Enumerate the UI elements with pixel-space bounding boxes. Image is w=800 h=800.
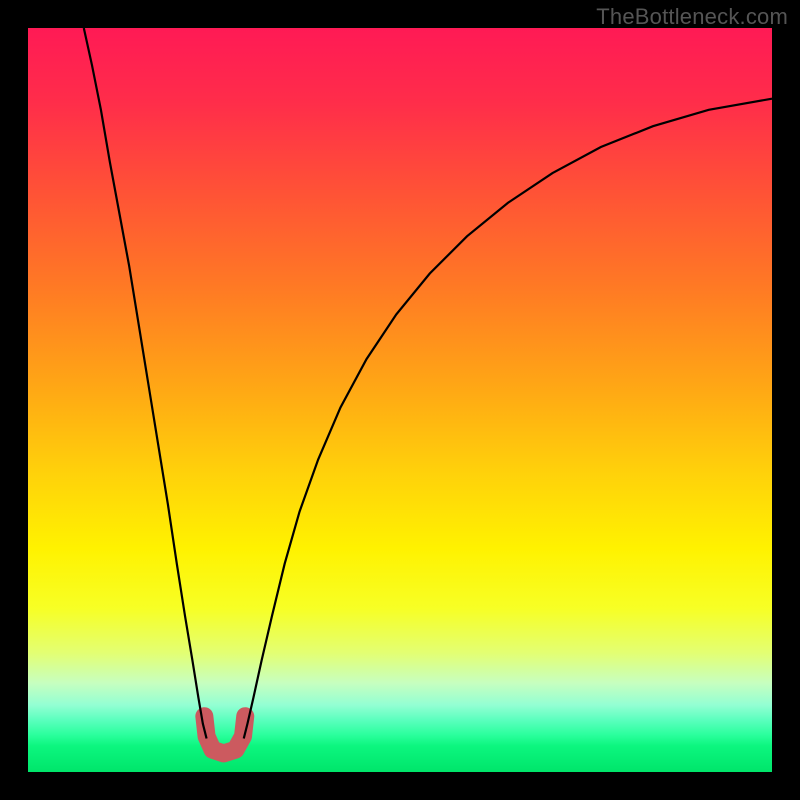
watermark-text: TheBottleneck.com [596,4,788,30]
bottleneck-chart [0,0,800,800]
chart-background [28,28,772,772]
